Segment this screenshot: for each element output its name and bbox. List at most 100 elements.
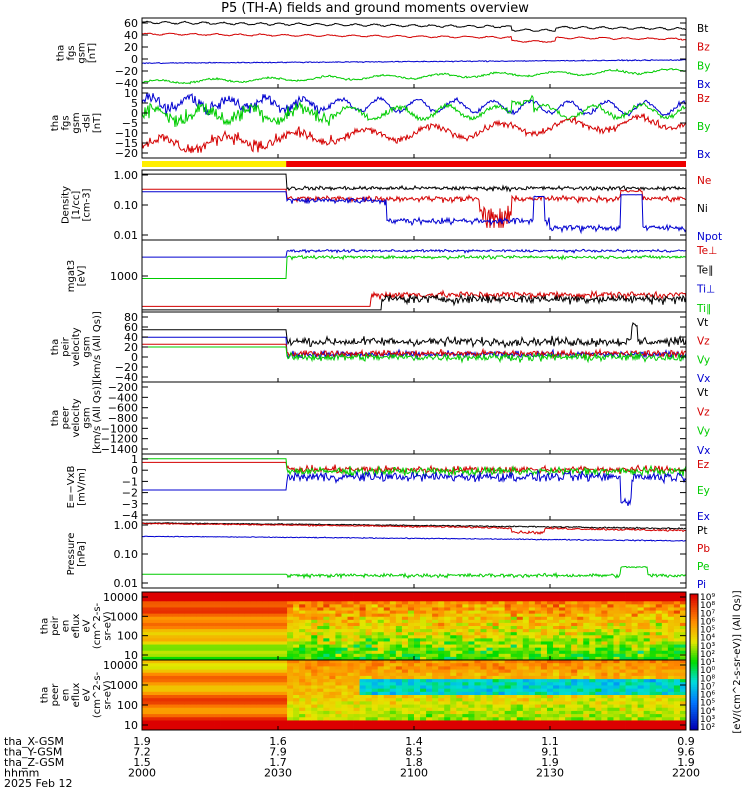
- legend-Vt: Vt: [697, 317, 708, 329]
- footer-value: 1.9: [133, 735, 151, 748]
- legend-Vy: Vy: [697, 426, 710, 438]
- ytick-label: 0.01: [114, 577, 139, 590]
- legend-Ti∥: Ti∥: [696, 303, 711, 315]
- trace-by: [141, 68, 687, 85]
- legend-Ey: Ey: [697, 485, 710, 497]
- ytick-label: 20: [124, 41, 138, 54]
- colorbar-tick: 10⁸: [700, 601, 715, 611]
- ylabel-line: tha: [50, 410, 61, 426]
- ytick-label: 40: [124, 29, 138, 42]
- ylabel-pressure: Pressure [nPa]: [66, 533, 88, 576]
- ylabel-line: peir: [50, 615, 61, 635]
- ylabel-line: peer: [50, 683, 61, 707]
- ytick-label: 0.01: [114, 229, 139, 242]
- footer-value: 1.4: [405, 735, 423, 748]
- ytick-label: −1000: [101, 422, 138, 435]
- ytick-label: 1.00: [114, 169, 139, 182]
- ylabel-line: E=−VxB: [66, 466, 77, 509]
- trace-bt: [141, 20, 687, 32]
- colorbar-label-text: [eV/(cm^2-s-sr-eV)] (All Qs)]: [732, 590, 743, 733]
- ytick-label: 60: [124, 17, 138, 30]
- ylabel-line: eV: [82, 688, 93, 701]
- ylabel-line: (cm^2-s-: [92, 602, 103, 649]
- legend-Vy: Vy: [697, 354, 710, 366]
- colorbar: [690, 594, 698, 731]
- colorbar-tick: 10⁴: [700, 634, 715, 644]
- ytick-label: −20: [115, 147, 138, 160]
- ytick-label: −1400: [101, 443, 138, 456]
- trace-pi: [141, 535, 687, 542]
- ylabel-line: tha: [55, 45, 66, 61]
- ylabel-line: (cm^2-s-: [92, 671, 103, 718]
- legend-Vx: Vx: [697, 373, 710, 385]
- ylabel-line: peer: [61, 406, 72, 430]
- footer-value: 2030: [264, 767, 292, 780]
- legend-Vz: Vz: [697, 336, 710, 348]
- ylabel-peir-velocity: tha peir velocity gsm [km/s (All Qs)]: [50, 311, 103, 383]
- footer-value: 1.8: [405, 756, 423, 769]
- colorbar-tick: 10⁸: [700, 674, 715, 684]
- footer-value: 9.1: [541, 746, 559, 759]
- legend-Bx: Bx: [697, 149, 710, 161]
- ylabel-line: gsm: [82, 336, 93, 357]
- trace-pb: [141, 522, 686, 535]
- chart-title: P5 (TH-A) fields and ground moments over…: [221, 1, 529, 16]
- footer-value: 8.5: [405, 746, 423, 759]
- trace-te-par: [142, 293, 687, 311]
- ytick-label: 0: [131, 351, 138, 364]
- ylabel-line: eflux: [71, 683, 82, 708]
- colorbar-tick: 10²: [700, 650, 715, 660]
- ylabel-line: mgat3: [66, 260, 77, 293]
- ylabel-line: fgs: [61, 115, 72, 130]
- ytick-label: −1: [122, 475, 138, 488]
- trace-dsl-by: [141, 94, 687, 128]
- ytick-label: −15: [115, 137, 138, 150]
- ytick-label: −10: [115, 127, 138, 140]
- panel-frame-peer-velocity: [141, 381, 687, 455]
- trace-npot: [142, 191, 687, 235]
- colorbar-tick: 10⁷: [700, 609, 715, 619]
- legend-Te∥: Te∥: [696, 264, 713, 276]
- trace-vt: [142, 322, 687, 349]
- legend-Ex: Ex: [697, 511, 710, 523]
- footer-row-label: tha_Z-GSM: [4, 756, 64, 769]
- ytick-label: −4: [122, 509, 138, 522]
- legend-Pb: Pb: [697, 543, 710, 555]
- colorbar-tick: 10⁷: [700, 682, 715, 692]
- legend-Bz: Bz: [697, 42, 710, 54]
- ylabel-line: fgs: [66, 45, 77, 60]
- ylabel-line: sr-eV): [103, 680, 114, 709]
- trace-te-perp: [142, 289, 687, 307]
- ylabel-line: tha: [40, 687, 51, 703]
- legend-Pt: Pt: [697, 525, 707, 537]
- colorbar-tick: 10²: [700, 723, 715, 733]
- footer-value: 1.7: [269, 756, 287, 769]
- ylabel-line: tha: [50, 339, 61, 355]
- ylabel-line: [nPa]: [76, 541, 87, 567]
- trace-bx: [141, 59, 687, 65]
- trace-vy: [142, 346, 687, 364]
- footer-value: 1.9: [541, 756, 559, 769]
- ylabel-line: -dsl: [82, 114, 93, 132]
- ylabel-line: peir: [61, 336, 72, 356]
- ylabel-line: [eV]: [76, 266, 87, 287]
- ytick-label: 0: [131, 107, 138, 120]
- ytick-label: −400: [108, 391, 138, 404]
- footer-value: 2100: [400, 767, 428, 780]
- legend-Bt: Bt: [697, 23, 708, 35]
- footer-value: 1.9: [677, 756, 695, 769]
- colorbar-tick: 10⁶: [700, 691, 715, 701]
- ytick-label: 0: [131, 464, 138, 477]
- legend-Pi: Pi: [697, 579, 706, 591]
- legend-Vz: Vz: [697, 406, 710, 418]
- legend-Te⊥: Te⊥: [696, 245, 717, 257]
- ylabel-efield: E=−VxB [mV/m]: [66, 466, 88, 509]
- trace-ti-perp: [142, 248, 687, 258]
- ytick-label: 0.10: [114, 199, 139, 212]
- colorbar-frame: [689, 593, 699, 731]
- footer-row-label: hhmm: [4, 767, 39, 780]
- trace-ti-par: [142, 254, 687, 279]
- ylabel-line: [nT]: [87, 43, 98, 63]
- ytick-label: −2: [122, 487, 138, 500]
- ylabel-line: velocity: [71, 327, 82, 366]
